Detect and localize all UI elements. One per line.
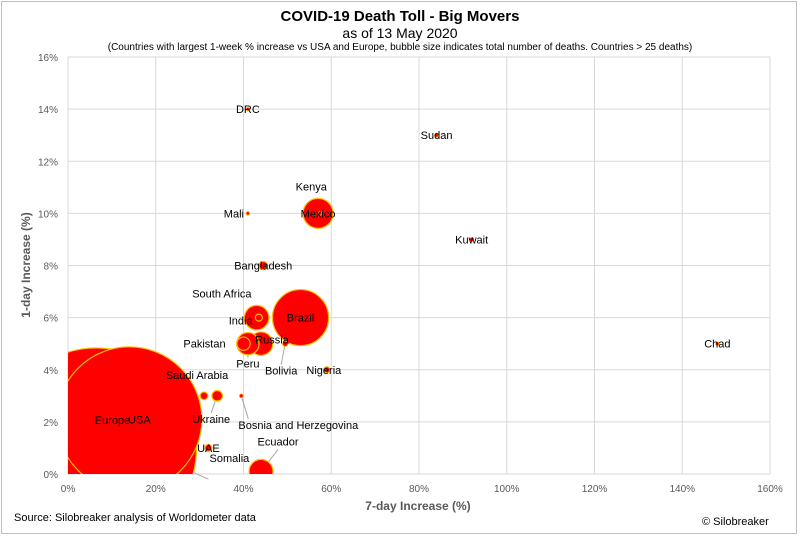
- point-label-sudan: Sudan: [421, 130, 453, 142]
- y-tick-label: 14%: [38, 105, 58, 116]
- y-tick-label: 4%: [44, 366, 59, 377]
- point-label-somalia: Somalia: [210, 453, 251, 465]
- bubble-usa: [68, 346, 203, 474]
- point-label-mali: Mali: [224, 208, 244, 220]
- x-tick-label: 140%: [669, 484, 695, 495]
- chart-note: (Countries with largest 1-week % increas…: [107, 42, 693, 53]
- point-label-brazil: Brazil: [287, 313, 315, 325]
- point-label-drc: DRC: [236, 104, 260, 116]
- bubble-drc: [245, 106, 251, 112]
- bubble-ukraine: [211, 389, 224, 402]
- y-tick-label: 6%: [44, 314, 59, 325]
- x-tick-label: 40%: [233, 484, 253, 495]
- bubble-chad: [715, 341, 720, 346]
- bubble-brazil: [271, 288, 330, 347]
- x-tick-label: 120%: [582, 484, 608, 495]
- grid-layer: [67, 56, 771, 475]
- y-tick-label: 12%: [38, 157, 58, 168]
- bubble-saudi-arabia: [199, 391, 209, 401]
- x-tick-label: 160%: [757, 484, 783, 495]
- point-label-pakistan: Pakistan: [183, 339, 225, 351]
- x-tick-label: 20%: [146, 484, 166, 495]
- bubble-south-africa: [254, 313, 263, 322]
- copyright-note: © Silobreaker: [702, 516, 769, 528]
- point-label-ukraine: Ukraine: [192, 414, 230, 426]
- source-note: Source: Silobreaker analysis of Worldome…: [14, 512, 256, 524]
- chart-title: COVID-19 Death Toll - Big Movers: [280, 8, 520, 25]
- point-label-saudi-arabia: Saudi Arabia: [166, 370, 229, 382]
- bubble-bangladesh: [258, 260, 268, 271]
- bubble-sudan: [434, 132, 439, 138]
- point-label-bosnia-and-herzegovina: Bosnia and Herzegovina: [238, 420, 359, 432]
- point-label-bolivia: Bolivia: [265, 366, 298, 378]
- x-tick-label: 0%: [61, 484, 76, 495]
- point-label-mexico: Mexico: [301, 208, 336, 220]
- y-tick-label: 2%: [44, 418, 59, 429]
- point-label-europe: Europe: [95, 415, 130, 427]
- bubble-kuwait: [469, 236, 475, 242]
- leader-line-bolivia: [280, 343, 286, 365]
- bubble-kenya: [318, 211, 323, 216]
- point-label-india: India: [229, 316, 254, 328]
- leader-line-bosnia-and-herzegovina: [240, 395, 249, 419]
- y-tick-label: 0%: [44, 470, 59, 481]
- bubble-uae: [204, 443, 213, 453]
- point-label-peru: Peru: [236, 359, 259, 371]
- bubble-pakistan: [236, 336, 251, 351]
- x-tick-label: 60%: [321, 484, 341, 495]
- x-tick-label: 80%: [409, 484, 429, 495]
- tick-label-layer: 0% 20% 40% 60% 80% 100% 120% 140% 160% 0% 2% 4% 6% 8%…: [38, 53, 783, 495]
- bubble-layer: [68, 106, 720, 481]
- point-label-kenya: Kenya: [296, 181, 328, 193]
- y-tick-label: 16%: [38, 53, 58, 64]
- y-tick-label: 10%: [38, 209, 58, 220]
- point-label-nigeria: Nigeria: [306, 365, 342, 377]
- y-tick-label: 8%: [44, 262, 59, 273]
- point-label-ecuador: Ecuador: [258, 436, 299, 448]
- x-axis-title: 7-day Increase (%): [365, 499, 470, 513]
- point-label-kuwait: Kuwait: [455, 234, 488, 246]
- bubble-mali: [245, 211, 251, 216]
- bubble-bosnia-and-herzegovina: [238, 393, 244, 399]
- bubble-somalia: [207, 477, 211, 481]
- point-label-russia: Russia: [255, 335, 290, 347]
- bubble-bolivia: [282, 340, 289, 347]
- y-axis-title: 1-day Increase (%): [19, 212, 33, 317]
- chart-subtitle: as of 13 May 2020: [342, 25, 458, 41]
- bubble-ecuador: [248, 458, 274, 474]
- point-label-usa: USA: [128, 414, 151, 426]
- x-tick-label: 100%: [494, 484, 520, 495]
- bubble-nigeria: [323, 366, 331, 374]
- point-label-south-africa: South Africa: [192, 289, 252, 301]
- point-label-uae: UAE: [197, 443, 220, 455]
- point-label-bangladesh: Bangladesh: [234, 261, 292, 273]
- point-label-chad: Chad: [704, 339, 730, 351]
